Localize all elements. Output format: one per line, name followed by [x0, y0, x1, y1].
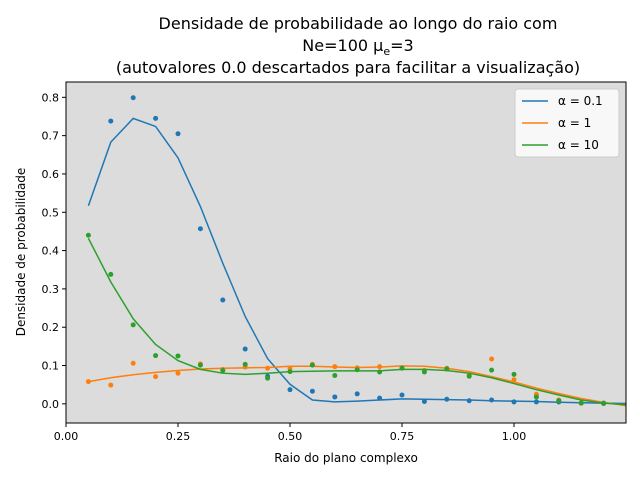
series-2-point-14 [399, 365, 405, 371]
series-0-point-8 [287, 387, 293, 393]
x-tick-label-4: 1.00 [502, 430, 527, 443]
legend-label-2: α = 10 [558, 138, 599, 152]
series-0-point-0 [108, 118, 114, 124]
series-2-point-12 [354, 367, 360, 373]
chart-title-line-1: Densidade de probabilidade ao longo do r… [159, 14, 558, 33]
y-tick-label-1: 0.1 [42, 360, 60, 373]
series-2-point-2 [130, 322, 136, 328]
series-0-point-11 [354, 391, 360, 397]
series-2-point-1 [108, 271, 114, 277]
series-2-point-19 [511, 371, 517, 377]
series-0-point-18 [511, 399, 517, 405]
chart-title-line-2: Ne=100 μe=3 [302, 36, 413, 58]
series-2-point-0 [85, 232, 91, 238]
x-tick-label-3: 0.75 [390, 430, 415, 443]
x-tick-label-1: 0.25 [166, 430, 191, 443]
series-2-point-7 [242, 361, 248, 367]
series-0-point-17 [489, 397, 495, 403]
series-1-point-19 [511, 377, 517, 383]
y-tick-label-0: 0.0 [42, 398, 60, 411]
series-2-point-16 [444, 366, 450, 372]
x-tick-label-2: 0.50 [278, 430, 303, 443]
chart-title-line-3: (autovalores 0.0 descartados para facili… [116, 58, 580, 77]
y-tick-label-2: 0.2 [42, 321, 60, 334]
legend-label-0: α = 0.1 [558, 94, 603, 108]
series-2-point-13 [377, 369, 383, 375]
series-2-point-22 [578, 400, 584, 406]
series-0-point-14 [421, 399, 427, 405]
series-2-point-4 [175, 353, 181, 359]
y-tick-label-4: 0.4 [42, 245, 60, 258]
series-2-point-11 [332, 372, 338, 378]
series-1-point-0 [85, 379, 91, 385]
series-1-point-8 [265, 365, 271, 371]
series-2-point-10 [309, 362, 315, 368]
series-1-point-2 [130, 360, 136, 366]
series-0-point-15 [444, 396, 450, 402]
x-tick-label-0: 0.00 [54, 430, 79, 443]
y-tick-label-3: 0.3 [42, 283, 60, 296]
series-0-point-4 [197, 226, 203, 232]
series-0-point-19 [533, 399, 539, 405]
series-2-point-23 [601, 400, 607, 406]
series-0-point-9 [309, 388, 315, 394]
y-tick-label-6: 0.6 [42, 168, 60, 181]
series-1-point-11 [332, 364, 338, 370]
series-1-point-9 [287, 365, 293, 371]
series-2-point-20 [533, 394, 539, 400]
legend: α = 0.1 α = 1 α = 10 [514, 88, 620, 158]
series-0-point-12 [377, 395, 383, 401]
series-0-point-3 [175, 131, 181, 137]
series-0-point-16 [466, 398, 472, 404]
series-1-point-18 [489, 356, 495, 362]
legend-label-1: α = 1 [558, 116, 591, 130]
series-1-point-3 [153, 374, 159, 380]
series-1-point-1 [108, 382, 114, 388]
y-axis-label: Densidade de probabilidade [14, 168, 28, 337]
y-tick-label-8: 0.8 [42, 91, 60, 104]
series-2-point-9 [287, 369, 293, 375]
y-tick-label-7: 0.7 [42, 130, 60, 143]
series-0-point-1 [130, 95, 136, 101]
series-0-point-6 [242, 346, 248, 352]
series-0-point-5 [220, 297, 226, 303]
series-2-point-15 [421, 369, 427, 375]
series-2-point-5 [197, 362, 203, 368]
series-2-point-8 [265, 375, 271, 381]
series-0-point-2 [153, 115, 159, 121]
series-1-point-13 [377, 364, 383, 370]
series-0-point-13 [399, 392, 405, 398]
series-0-point-10 [332, 394, 338, 400]
series-2-point-21 [556, 398, 562, 404]
series-2-point-3 [153, 353, 159, 359]
series-2-point-18 [489, 367, 495, 373]
series-1-point-4 [175, 370, 181, 376]
series-2-point-17 [466, 373, 472, 379]
series-2-point-6 [220, 368, 226, 374]
legend-box [514, 88, 620, 158]
x-axis-label: Raio do plano complexo [274, 451, 418, 465]
plot-frame [65, 81, 627, 424]
y-tick-label-5: 0.5 [42, 206, 60, 219]
